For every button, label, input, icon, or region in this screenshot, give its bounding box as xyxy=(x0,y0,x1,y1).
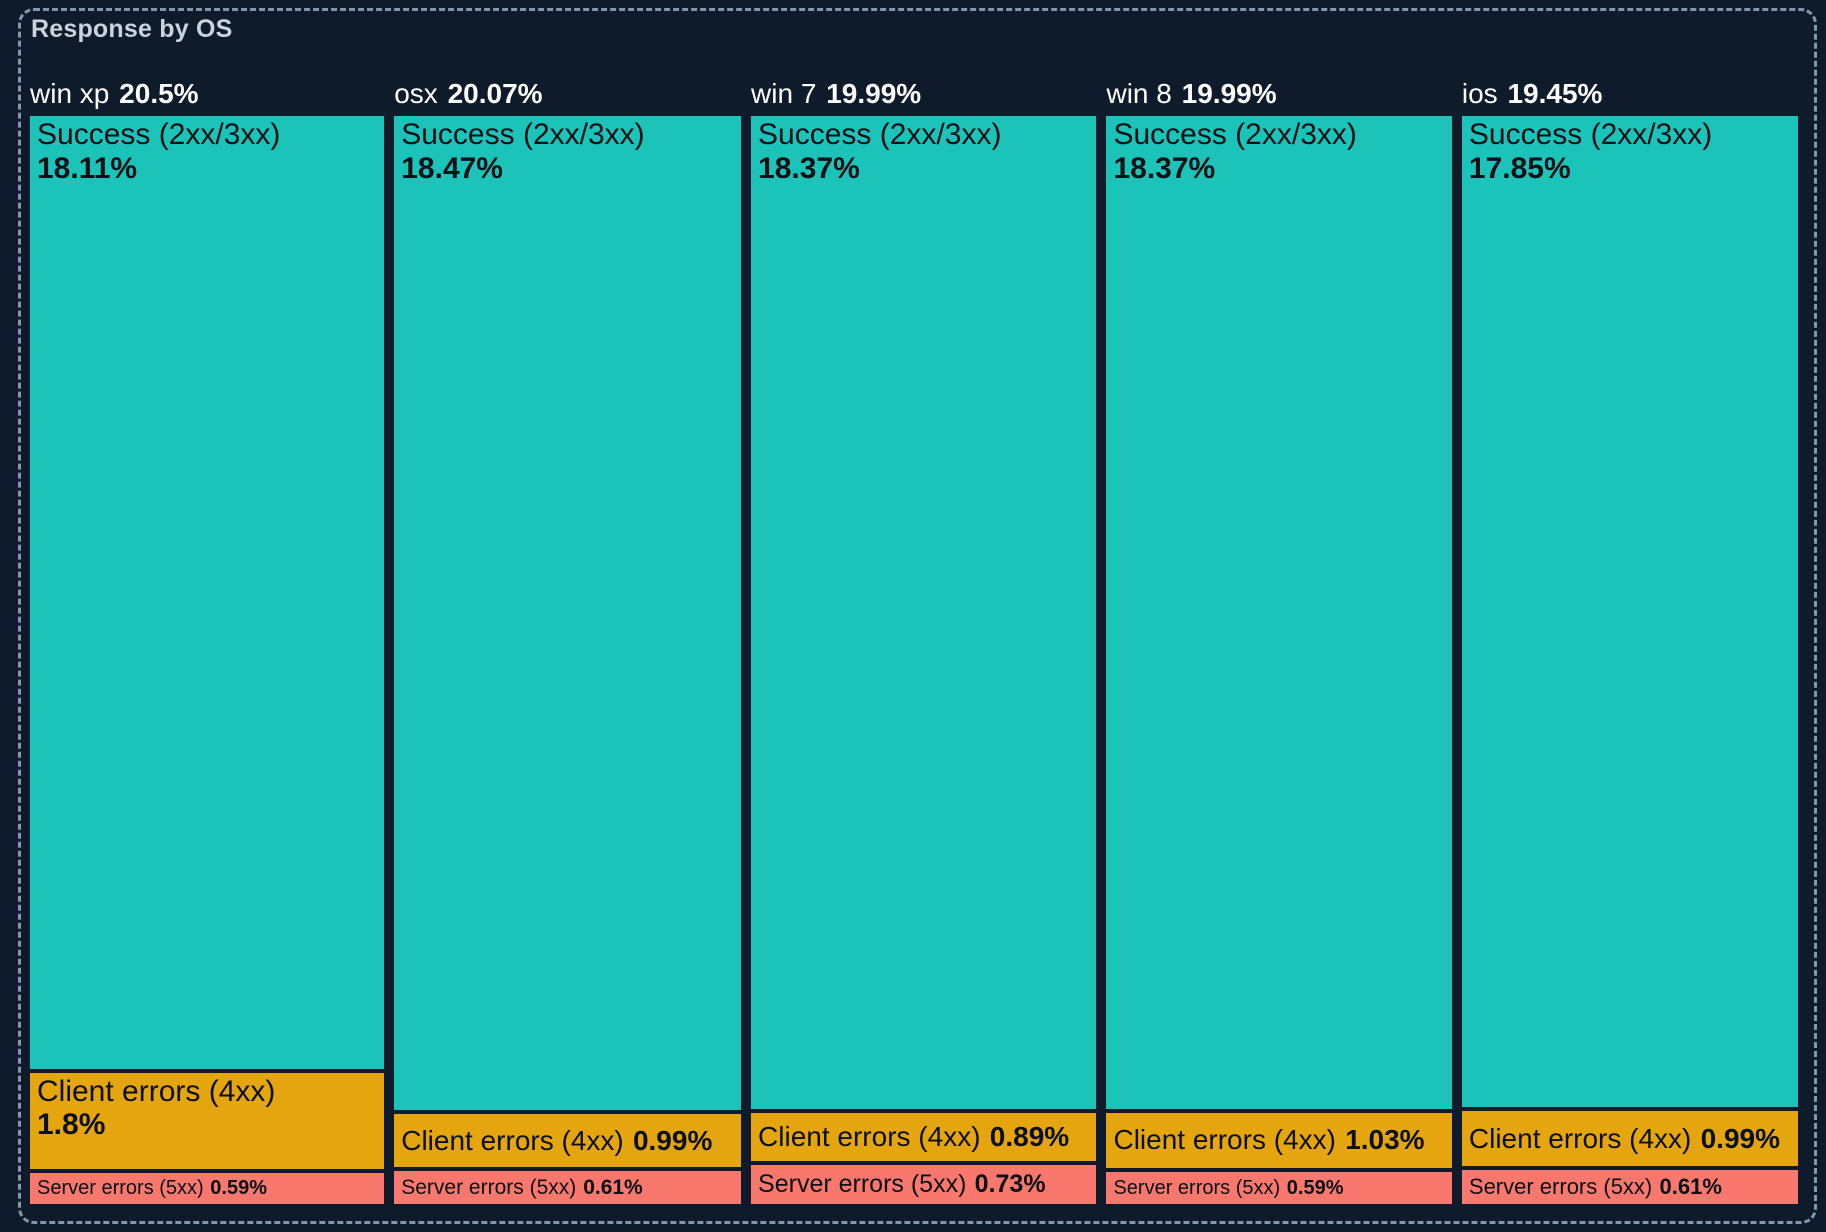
node-label: Server errors (5xx) xyxy=(1468,1174,1653,1200)
os-column-body: Success (2xx/3xx) 17.85% Client errors (4x… xyxy=(1461,116,1798,1205)
os-total-percent: 19.99% xyxy=(1181,78,1277,109)
node-value: 0.61% xyxy=(1659,1174,1722,1200)
treemap-node-server-errors[interactable]: Server errors (5xx) 0.59% xyxy=(30,1173,385,1204)
os-column-header: win xp 20.5% xyxy=(30,74,384,116)
os-column-header: osx 20.07% xyxy=(394,74,741,116)
treemap-node-client-errors[interactable]: Client errors (4xx) 0.99% xyxy=(394,1114,742,1168)
os-column-header: ios 19.45% xyxy=(1462,74,1798,116)
node-label: Success (2xx/3xx) xyxy=(1468,118,1713,151)
os-column-body: Success (2xx/3xx) 18.47% Client errors (4x… xyxy=(394,116,742,1204)
node-value: 18.11% xyxy=(37,151,138,185)
node-label: Server errors (5xx) xyxy=(1113,1176,1281,1199)
os-name: win 8 xyxy=(1106,78,1172,109)
os-column-header: win 8 19.99% xyxy=(1106,74,1451,116)
node-value: 0.99% xyxy=(1700,1122,1781,1154)
node-label: Client errors (4xx) xyxy=(1113,1124,1336,1156)
os-column-osx: osx 20.07% Success (2xx/3xx) 18.47% Client e… xyxy=(394,74,742,1204)
node-value: 0.59% xyxy=(210,1177,268,1200)
node-label: Server errors (5xx) xyxy=(37,1177,204,1200)
node-label: Client errors (4xx) xyxy=(758,1120,981,1152)
os-name: win xp xyxy=(30,78,110,109)
treemap-node-server-errors[interactable]: Server errors (5xx) 0.61% xyxy=(1461,1170,1798,1205)
node-label: Client errors (4xx) xyxy=(37,1074,276,1108)
os-column-win-7: win 7 19.99% Success (2xx/3xx) 18.37% Client… xyxy=(751,74,1097,1204)
os-column-win-xp: win xp 20.5% Success (2xx/3xx) 18.11% Client… xyxy=(30,74,385,1204)
treemap-node-client-errors[interactable]: Client errors (4xx) 1.03% xyxy=(1106,1112,1452,1169)
os-column-header: win 7 19.99% xyxy=(751,74,1096,116)
treemap-node-server-errors[interactable]: Server errors (5xx) 0.59% xyxy=(1106,1172,1452,1204)
treemap-node-success[interactable]: Success (2xx/3xx) 18.11% xyxy=(30,116,385,1069)
os-column-win-8: win 8 19.99% Success (2xx/3xx) 18.37% Client… xyxy=(1106,74,1452,1204)
node-value: 0.61% xyxy=(583,1175,643,1199)
node-label: Client errors (4xx) xyxy=(401,1124,624,1156)
os-name: osx xyxy=(394,78,438,109)
treemap-node-success[interactable]: Success (2xx/3xx) 18.47% xyxy=(394,116,742,1111)
treemap-node-success[interactable]: Success (2xx/3xx) 17.85% xyxy=(1461,116,1798,1108)
node-label: Success (2xx/3xx) xyxy=(1113,118,1357,151)
node-value: 1.03% xyxy=(1345,1124,1425,1156)
os-total-percent: 19.45% xyxy=(1507,78,1603,109)
response-by-os-treemap: win xp 20.5% Success (2xx/3xx) 18.11% Client… xyxy=(30,74,1798,1205)
panel-title: Response by OS xyxy=(31,15,233,43)
node-value: 17.85% xyxy=(1468,151,1571,185)
node-label: Success (2xx/3xx) xyxy=(37,118,281,151)
treemap-node-success[interactable]: Success (2xx/3xx) 18.37% xyxy=(1106,116,1452,1109)
treemap-node-success[interactable]: Success (2xx/3xx) 18.37% xyxy=(751,116,1097,1109)
node-value: 0.89% xyxy=(989,1120,1070,1152)
node-label: Success (2xx/3xx) xyxy=(758,118,1002,151)
treemap-node-server-errors[interactable]: Server errors (5xx) 0.61% xyxy=(394,1171,742,1204)
node-label: Server errors (5xx) xyxy=(758,1169,967,1198)
os-name: ios xyxy=(1461,78,1498,109)
node-label: Success (2xx/3xx) xyxy=(401,118,645,151)
node-value: 18.47% xyxy=(401,151,503,185)
os-column-body: Success (2xx/3xx) 18.37% Client errors (4x… xyxy=(1106,116,1452,1204)
os-total-percent: 20.5% xyxy=(119,78,199,109)
os-column-body: Success (2xx/3xx) 18.37% Client errors (4x… xyxy=(751,116,1097,1204)
os-name: win 7 xyxy=(751,78,817,109)
treemap-node-client-errors[interactable]: Client errors (4xx) 0.99% xyxy=(1461,1111,1798,1167)
node-value: 0.59% xyxy=(1286,1176,1344,1199)
node-value: 18.37% xyxy=(758,151,860,185)
node-value: 1.8% xyxy=(37,1108,106,1142)
node-value: 0.99% xyxy=(632,1124,713,1156)
os-column-body: Success (2xx/3xx) 18.11% Client errors (4x… xyxy=(30,116,385,1204)
node-label: Server errors (5xx) xyxy=(401,1175,577,1199)
node-label: Client errors (4xx) xyxy=(1468,1122,1692,1154)
treemap-node-client-errors[interactable]: Client errors (4xx) 0.89% xyxy=(751,1112,1097,1161)
os-total-percent: 20.07% xyxy=(447,78,543,109)
treemap-node-client-errors[interactable]: Client errors (4xx) 1.8% xyxy=(30,1072,385,1170)
node-value: 0.73% xyxy=(974,1169,1046,1198)
treemap-node-server-errors[interactable]: Server errors (5xx) 0.73% xyxy=(751,1164,1097,1204)
os-total-percent: 19.99% xyxy=(826,78,922,109)
node-value: 18.37% xyxy=(1113,151,1216,185)
os-column-ios: ios 19.45% Success (2xx/3xx) 17.85% Client e… xyxy=(1461,74,1798,1205)
